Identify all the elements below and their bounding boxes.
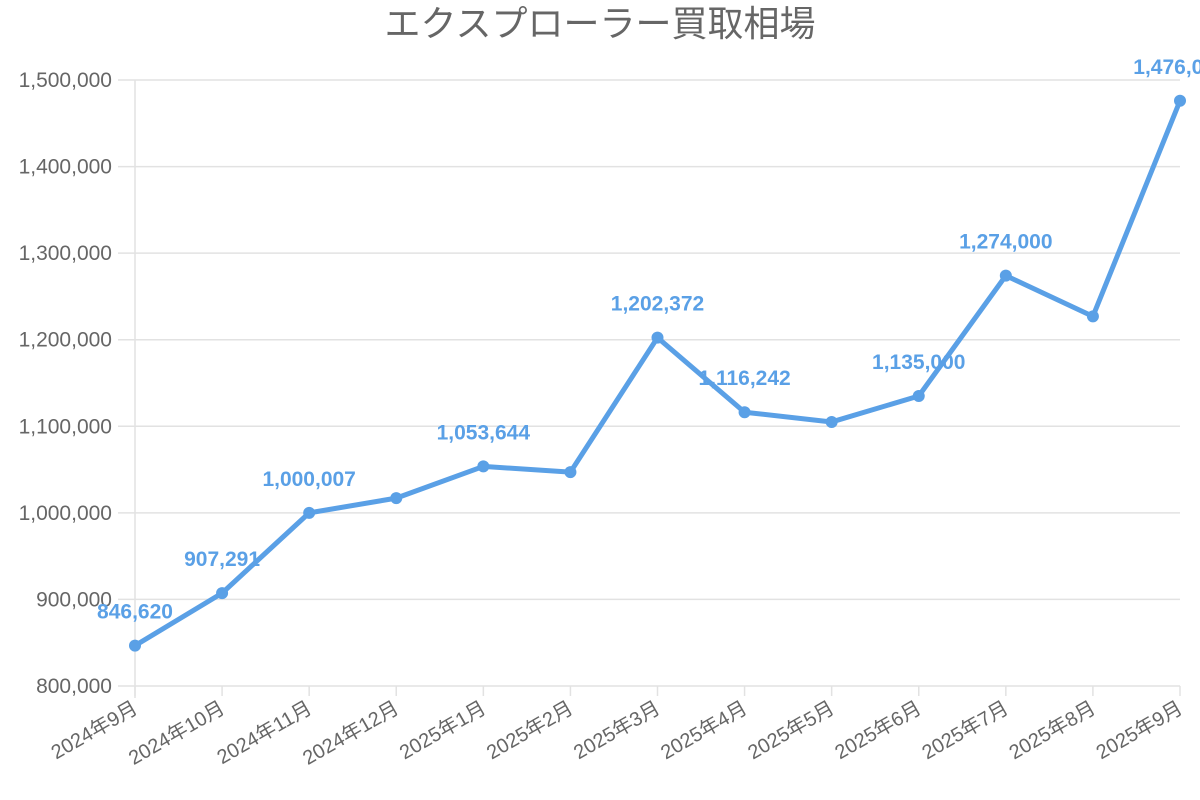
x-tick-label: 2025年1月: [396, 696, 490, 764]
data-point: [303, 506, 316, 519]
data-point: [651, 331, 664, 344]
data-label: 1,476,000: [1133, 56, 1200, 79]
y-tick-label: 1,400,000: [19, 156, 112, 179]
x-tick-label: 2025年5月: [744, 696, 838, 764]
data-point: [738, 406, 751, 419]
data-point: [477, 460, 490, 473]
y-tick-label: 1,300,000: [19, 242, 112, 265]
y-tick-label: 900,000: [36, 588, 112, 611]
data-point: [999, 269, 1012, 282]
x-tick-label: 2025年2月: [483, 696, 577, 764]
x-tick-label: 2025年8月: [1005, 696, 1099, 764]
y-tick-label: 1,100,000: [19, 415, 112, 438]
data-point: [1174, 94, 1186, 107]
x-tick-label: 2025年3月: [570, 696, 664, 764]
x-tick-label: 2025年6月: [831, 696, 925, 764]
data-label: 846,620: [97, 601, 173, 624]
y-tick-label: 1,200,000: [19, 329, 112, 352]
x-tick-label: 2024年12月: [299, 696, 403, 769]
chart-title: エクスプローラー買取相場: [385, 3, 816, 44]
data-label: 907,291: [184, 548, 260, 571]
y-tick-label: 1,500,000: [19, 69, 112, 92]
data-point: [129, 639, 141, 652]
data-label: 1,053,644: [437, 421, 531, 444]
data-label: 1,274,000: [959, 231, 1052, 254]
data-label: 1,135,000: [872, 351, 965, 374]
data-point: [564, 466, 577, 479]
data-point: [390, 492, 403, 505]
data-label: 1,000,007: [262, 468, 355, 491]
x-tick-label: 2024年10月: [125, 696, 229, 769]
y-tick-label: 800,000: [36, 675, 112, 698]
series-line: [133, 99, 1183, 648]
x-tick-label: 2025年4月: [657, 696, 751, 764]
x-tick-label: 2024年11月: [213, 696, 316, 769]
y-tick-label: 1,000,000: [19, 502, 112, 525]
data-label: 1,116,242: [698, 367, 790, 390]
data-label: 1,202,372: [611, 293, 704, 316]
data-point: [825, 415, 838, 428]
x-tick-label: 2025年9月: [1092, 696, 1186, 764]
data-point: [1086, 310, 1099, 323]
data-point: [216, 587, 229, 600]
x-tick-label: 2025年7月: [918, 696, 1012, 764]
data-point: [912, 389, 925, 402]
